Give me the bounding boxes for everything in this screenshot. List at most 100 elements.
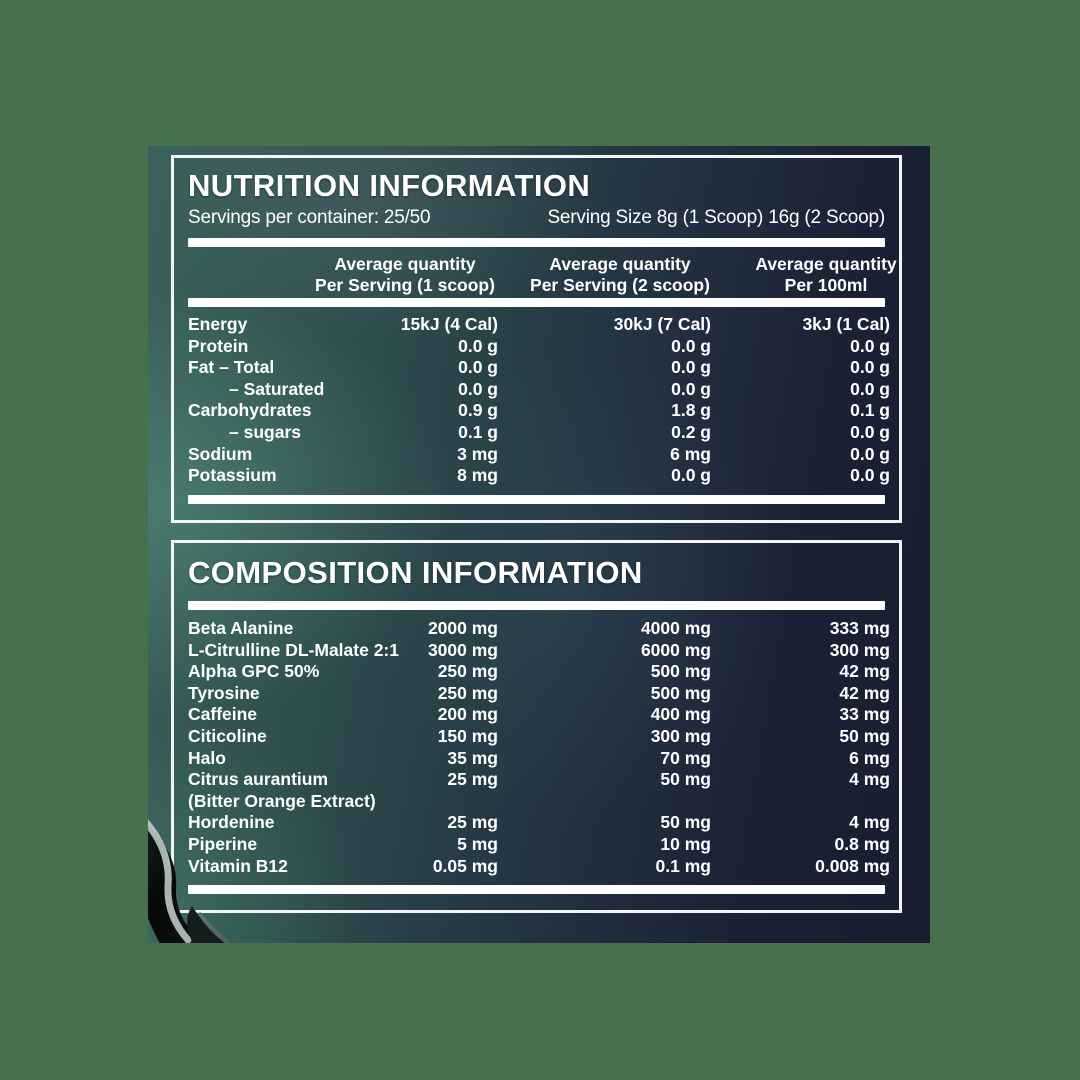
label-panel: NUTRITION INFORMATION Servings per conta… [148,146,930,943]
row-value-serving2: 400 mg [650,704,711,725]
row-value-serving1: 15kJ (4 Cal) [400,314,498,334]
composition-title: COMPOSITION INFORMATION [188,555,643,590]
row-value-serving2: 6000 mg [640,639,711,660]
row-value-serving1: 0.05 mg [432,855,498,876]
table-row: Hordenine 25 mg 50 mg 4 mg [188,812,890,834]
table-row: – Saturated 0.0 g 0.0 g 0.0 g [188,378,890,401]
row-value-per100ml: 300 mg [829,639,890,660]
column-headers: Average quantity Per Serving (1 scoop) A… [188,252,897,298]
row-label: (Bitter Orange Extract) [188,790,376,811]
table-row: Protein 0.0 g 0.0 g 0.0 g [188,335,890,358]
serving-line: Servings per container: 25/50 Serving Si… [188,207,885,229]
row-value-serving1: 200 mg [437,704,498,725]
table-row: Beta Alanine 2000 mg 4000 mg 333 mg [188,618,890,640]
serving-size: Serving Size 8g (1 Scoop) 16g (2 Scoop) [547,207,885,228]
row-value-serving2: 50 mg [660,769,711,790]
row-value-per100ml: 0.0 g [850,378,890,399]
row-value-serving2: 10 mg [660,833,711,854]
table-row: Fat – Total 0.0 g 0.0 g 0.0 g [188,357,890,379]
row-value-serving1: 0.0 g [458,335,498,356]
divider-bar [188,601,885,610]
table-row: Energy 15kJ (4 Cal) 30kJ (7 Cal) 3kJ (1 … [188,314,890,336]
column-header-line: Per Serving (1 scoop) [315,275,495,295]
row-value-serving1: 35 mg [447,747,498,768]
row-value-serving1: 3000 mg [427,639,498,660]
column-header-per100ml: Average quantity Per 100ml [726,254,926,296]
row-label: Fat – Total [188,357,275,378]
row-value-serving1: 0.1 g [458,421,498,442]
row-value-serving1: 2000 mg [427,618,498,638]
row-value-serving2: 0.2 g [671,421,711,442]
row-value-serving1: 150 mg [437,725,498,746]
row-value-per100ml: 0.0 g [850,335,890,356]
row-value-per100ml: 0.0 g [850,357,890,378]
row-label: Alpha GPC 50% [188,661,320,682]
row-value-serving2: 50 mg [660,812,711,833]
row-label: Protein [188,335,249,356]
row-value-serving2: 0.0 g [671,465,711,486]
row-value-serving2: 6 mg [670,443,711,464]
row-value-serving2: 300 mg [650,725,711,746]
row-value-serving1: 3 mg [457,443,498,464]
table-row: L-Citrulline DL-Malate 2:1 3000 mg 6000 … [188,639,890,662]
composition-information-box: COMPOSITION INFORMATION Beta Alanine 200… [171,540,902,913]
table-row: Vitamin B12 0.05 mg 0.1 mg 0.008 mg [188,855,890,878]
table-row: Piperine 5 mg 10 mg 0.8 mg [188,833,890,856]
row-value-per100ml: 0.0 g [850,421,890,442]
row-value-per100ml: 50 mg [839,725,890,746]
row-value-serving2: 500 mg [650,661,711,682]
row-value-serving1: 250 mg [437,682,498,703]
column-header-line: Average quantity [549,254,691,274]
table-row: Citrus aurantium 25 mg 50 mg 4 mg [188,769,890,791]
divider-bar [188,298,885,307]
row-value-per100ml: 4 mg [849,769,890,790]
row-label: – Saturated [229,378,325,399]
row-value-serving2: 70 mg [660,747,711,768]
divider-bar [188,238,885,247]
column-header-line: Average quantity [755,254,897,274]
row-value-per100ml: 333 mg [829,618,890,638]
row-value-serving1: 25 mg [447,769,498,790]
row-label: Piperine [188,833,258,854]
row-value-serving1: 5 mg [457,833,498,854]
row-label: Halo [188,747,226,768]
row-value-per100ml: 0.8 mg [834,833,890,854]
row-value-per100ml: 0.0 g [850,443,890,464]
table-row: Potassium 8 mg 0.0 g 0.0 g [188,465,890,487]
row-value-per100ml: 33 mg [839,704,890,725]
table-row: Tyrosine 250 mg 500 mg 42 mg [188,682,890,705]
row-label: Beta Alanine [188,618,294,638]
table-row: Caffeine 200 mg 400 mg 33 mg [188,704,890,726]
row-value-serving2: 0.0 g [671,357,711,378]
row-value-per100ml: 42 mg [839,661,890,682]
table-row: Sodium 3 mg 6 mg 0.0 g [188,443,890,466]
row-label: Sodium [188,443,253,464]
row-label: Tyrosine [188,682,260,703]
row-value-serving1: 25 mg [447,812,498,833]
nutrition-rows: Energy 15kJ (4 Cal) 30kJ (7 Cal) 3kJ (1 … [188,314,890,487]
row-label: Citicoline [188,725,267,746]
table-row: Carbohydrates 0.9 g 1.8 g 0.1 g [188,400,890,422]
product-claw-artwork-icon [148,819,232,943]
table-row: – sugars 0.1 g 0.2 g 0.0 g [188,421,890,444]
row-label: – sugars [229,421,301,442]
row-value-serving1: 0.9 g [458,400,498,421]
row-value-serving1: 0.0 g [458,357,498,378]
nutrition-information-box: NUTRITION INFORMATION Servings per conta… [171,155,902,523]
row-label: Hordenine [188,812,275,833]
row-value-serving2: 1.8 g [671,400,711,421]
row-value-per100ml: 0.1 g [850,400,890,421]
row-label: Caffeine [188,704,258,725]
row-label: Citrus aurantium [188,769,329,790]
row-value-per100ml: 0.0 g [850,465,890,486]
row-value-serving2: 4000 mg [640,618,711,638]
table-row: (Bitter Orange Extract) [188,791,885,813]
row-value-per100ml: 42 mg [839,682,890,703]
column-header-serving1: Average quantity Per Serving (1 scoop) [188,254,622,296]
servings-per-container: Servings per container: 25/50 [188,207,431,228]
nutrition-title: NUTRITION INFORMATION [188,168,591,203]
column-header-line: Per 100ml [784,275,868,295]
row-value-per100ml: 6 mg [849,747,890,768]
row-value-serving2: 30kJ (7 Cal) [613,314,711,334]
divider-bar [188,885,885,895]
